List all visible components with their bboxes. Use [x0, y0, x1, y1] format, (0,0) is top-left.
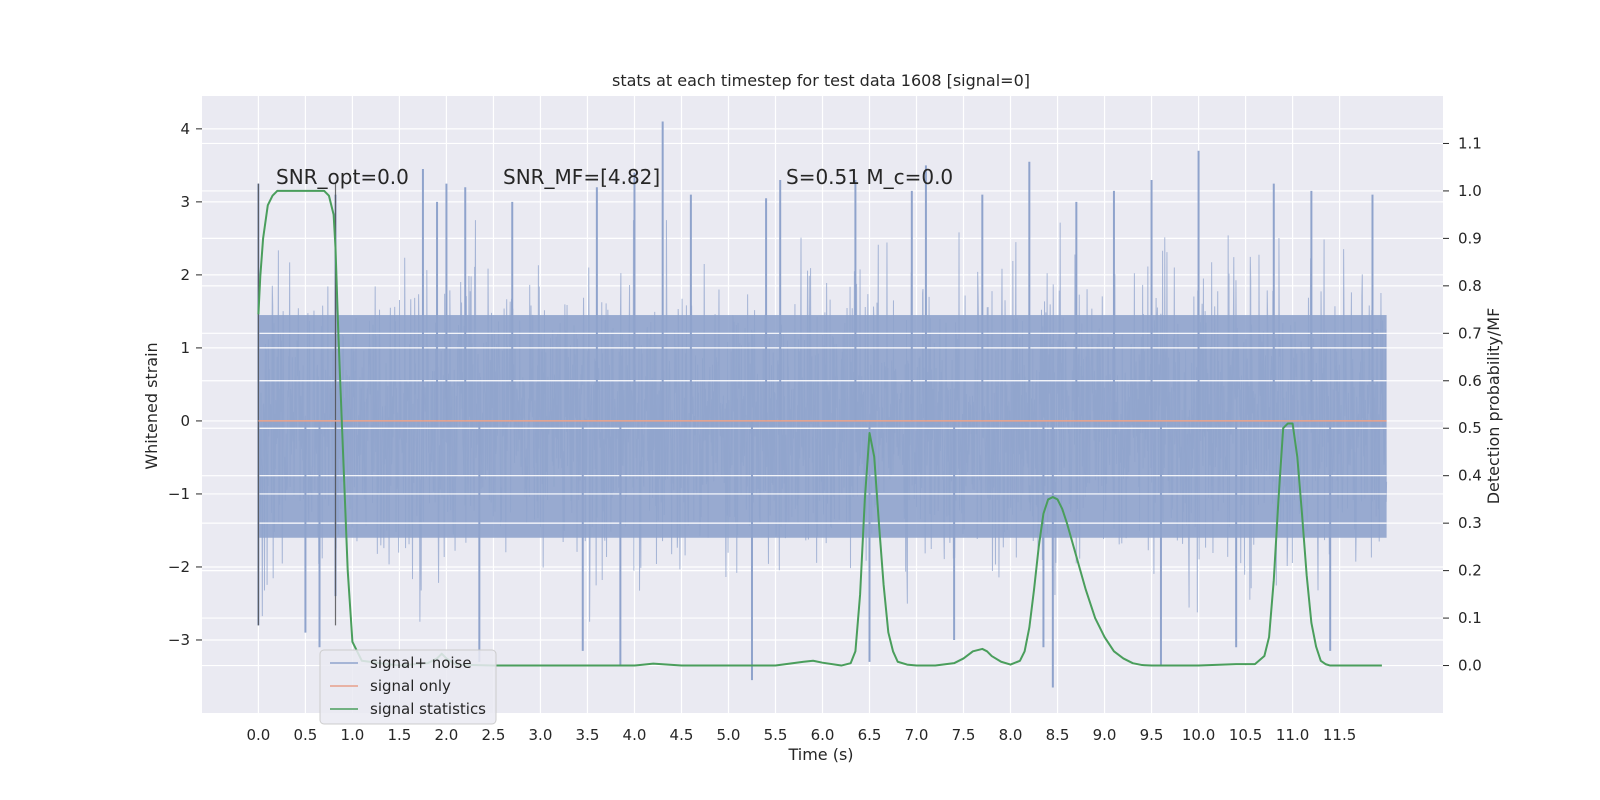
legend-box [319, 649, 497, 725]
x-tick-label: 9.0 [1093, 726, 1117, 744]
x-axis-label: Time (s) [787, 745, 853, 764]
x-tick-label: 1.0 [340, 726, 364, 744]
x-tick-label: 7.5 [952, 726, 976, 744]
x-tick-label: 4.5 [670, 726, 694, 744]
y-axis-right: 0.0 0.1 0.2 0.3 0.4 0.5 0.6 0.7 0.8 0.9 1.0 1.1 [1443, 134, 1482, 675]
y-tick-label-right: 0.1 [1458, 609, 1482, 627]
x-axis: 0.0 0.5 1.0 1.5 2.0 2.5 3.0 3.5 4.0 4.5 5.0 5.5 6.0 6… [246, 726, 1356, 744]
x-tick-label: 10.0 [1182, 726, 1215, 744]
y-tick-label-right: 1.1 [1458, 134, 1482, 152]
y-tick-label-right: 0.8 [1458, 277, 1482, 295]
y-tick-label-left: 3 [180, 193, 190, 211]
y-tick-label-left: −1 [168, 485, 190, 503]
y-tick-label-left: 4 [180, 120, 190, 138]
annotation-snr-mf: SNR_MF=[4.82] [503, 165, 660, 189]
y-tick-label-right: 1.0 [1458, 182, 1482, 200]
annotation-s-mc: S=0.51 M_c=0.0 [786, 165, 953, 189]
x-tick-label: 6.0 [811, 726, 835, 744]
x-tick-label: 8.0 [999, 726, 1023, 744]
plot-area [202, 96, 1443, 713]
y-tick-label-right: 0.9 [1458, 229, 1482, 247]
y-tick-label-right: 0.0 [1458, 657, 1482, 675]
y-tick-label-right: 0.4 [1458, 467, 1482, 485]
x-tick-label: 8.5 [1046, 726, 1070, 744]
x-tick-label: 0.5 [293, 726, 317, 744]
x-tick-label: 3.5 [576, 726, 600, 744]
legend: signal+ noise signal only signal statist… [319, 649, 497, 725]
y-axis-left-label: Whitened strain [142, 342, 161, 469]
x-tick-label: 1.5 [388, 726, 412, 744]
y-axis-left: −3 −2 −1 0 1 2 3 4 [168, 120, 202, 649]
y-tick-label-left: 0 [180, 412, 190, 430]
x-tick-label: 11.5 [1323, 726, 1356, 744]
y-axis-right-label: Detection probability/MF [1484, 308, 1503, 505]
x-tick-label: 2.0 [435, 726, 459, 744]
x-tick-label: 4.0 [623, 726, 647, 744]
y-tick-label-right: 0.2 [1458, 562, 1482, 580]
annotation-snr-opt: SNR_opt=0.0 [276, 165, 409, 189]
x-tick-label: 3.0 [529, 726, 553, 744]
y-tick-label-left: −3 [168, 631, 190, 649]
y-tick-label-left: −2 [168, 558, 190, 576]
x-tick-label: 9.5 [1140, 726, 1164, 744]
x-tick-label: 10.5 [1229, 726, 1262, 744]
x-tick-label: 5.5 [764, 726, 788, 744]
chart-title: stats at each timestep for test data 160… [612, 71, 1030, 90]
y-tick-label-right: 0.5 [1458, 419, 1482, 437]
series-signal-statistics [257, 189, 1382, 667]
x-tick-label: 5.0 [717, 726, 741, 744]
x-tick-label: 0.0 [246, 726, 270, 744]
y-tick-label-right: 0.3 [1458, 514, 1482, 532]
legend-label-signal-only: signal only [370, 677, 451, 695]
x-tick-label: 6.5 [858, 726, 882, 744]
y-tick-label-right: 0.7 [1458, 324, 1482, 342]
x-tick-label: 7.0 [905, 726, 929, 744]
legend-label-signal-statistics: signal statistics [370, 700, 486, 718]
x-tick-label: 11.0 [1276, 726, 1309, 744]
y-tick-label-left: 1 [180, 339, 190, 357]
y-tick-label-left: 2 [180, 266, 190, 284]
legend-label-signal-noise: signal+ noise [370, 654, 472, 672]
y-tick-label-right: 0.6 [1458, 372, 1482, 390]
x-tick-label: 2.5 [482, 726, 506, 744]
